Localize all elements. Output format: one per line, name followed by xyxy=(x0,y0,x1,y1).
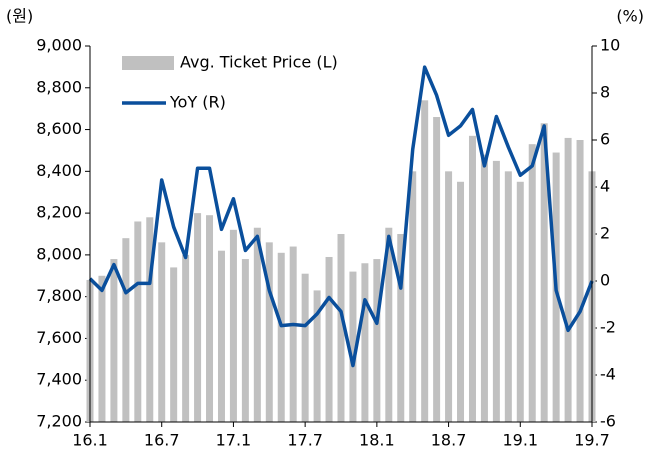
y-axis-unit: (원) xyxy=(6,7,33,26)
bar xyxy=(217,250,225,422)
bar xyxy=(277,252,285,422)
x-tick-label: 18.7 xyxy=(431,431,467,450)
y2-tick-label: -2 xyxy=(600,318,616,337)
bar xyxy=(337,234,345,422)
y-tick-label: 8,800 xyxy=(36,77,82,96)
bar xyxy=(170,267,178,422)
bar xyxy=(313,290,321,422)
bar xyxy=(241,259,249,422)
x-tick-label: 19.7 xyxy=(574,431,610,450)
x-tick-label: 16.7 xyxy=(144,431,180,450)
y2-tick-label: -6 xyxy=(600,412,616,431)
y-tick-label: 8,400 xyxy=(36,161,82,180)
bar xyxy=(397,234,405,422)
y-tick-label: 7,800 xyxy=(36,286,82,305)
bar xyxy=(349,271,357,422)
y-tick-label: 7,200 xyxy=(36,412,82,431)
y2-tick-label: 0 xyxy=(600,271,610,290)
bar xyxy=(433,117,441,423)
y-tick-label: 7,400 xyxy=(36,370,82,389)
bar xyxy=(146,217,154,422)
bar xyxy=(564,137,572,422)
y-tick-label: 9,000 xyxy=(36,36,82,55)
x-tick-label: 18.1 xyxy=(359,431,395,450)
bar xyxy=(206,215,214,422)
bar xyxy=(98,275,106,422)
x-tick-label: 16.1 xyxy=(72,431,108,450)
bar xyxy=(325,256,333,422)
bar xyxy=(110,259,118,422)
bar xyxy=(194,213,202,422)
y2-axis-unit: (%) xyxy=(616,7,644,26)
bar xyxy=(457,181,465,422)
bar xyxy=(528,144,536,422)
bar xyxy=(253,227,261,422)
bar xyxy=(229,229,237,422)
bar xyxy=(421,100,429,423)
legend-swatch xyxy=(122,56,174,70)
bar xyxy=(265,242,273,422)
x-tick-label: 17.7 xyxy=(287,431,323,450)
y2-tick-label: -4 xyxy=(600,365,616,384)
y-tick-label: 8,200 xyxy=(36,203,82,222)
bar xyxy=(516,181,524,422)
bar xyxy=(492,160,500,422)
line xyxy=(88,65,594,368)
bar xyxy=(122,238,130,422)
bar xyxy=(301,273,309,422)
legend-label: Avg. Ticket Price (L) xyxy=(180,53,338,72)
y-tick-label: 8,600 xyxy=(36,119,82,138)
y-tick-label: 8,000 xyxy=(36,244,82,263)
bar xyxy=(504,171,512,422)
bar xyxy=(445,171,453,422)
legend-label: YoY (R) xyxy=(169,93,226,112)
bar xyxy=(409,171,417,422)
y2-tick-label: 6 xyxy=(600,130,610,149)
x-tick-label: 17.1 xyxy=(216,431,252,450)
bar xyxy=(468,135,476,423)
y2-tick-label: 8 xyxy=(600,83,610,102)
y2-tick-label: 10 xyxy=(600,36,620,55)
bar xyxy=(289,246,297,422)
y2-tick-label: 2 xyxy=(600,224,610,243)
bar xyxy=(373,259,381,422)
bar xyxy=(134,221,142,422)
bar xyxy=(385,227,393,422)
bar xyxy=(576,140,584,422)
y-tick-label: 7,600 xyxy=(36,328,82,347)
bar xyxy=(158,242,166,422)
bar xyxy=(540,123,548,423)
y2-tick-label: 4 xyxy=(600,177,610,196)
x-tick-label: 19.1 xyxy=(502,431,538,450)
bar xyxy=(480,154,488,422)
bar xyxy=(182,254,190,422)
bar xyxy=(361,263,369,422)
